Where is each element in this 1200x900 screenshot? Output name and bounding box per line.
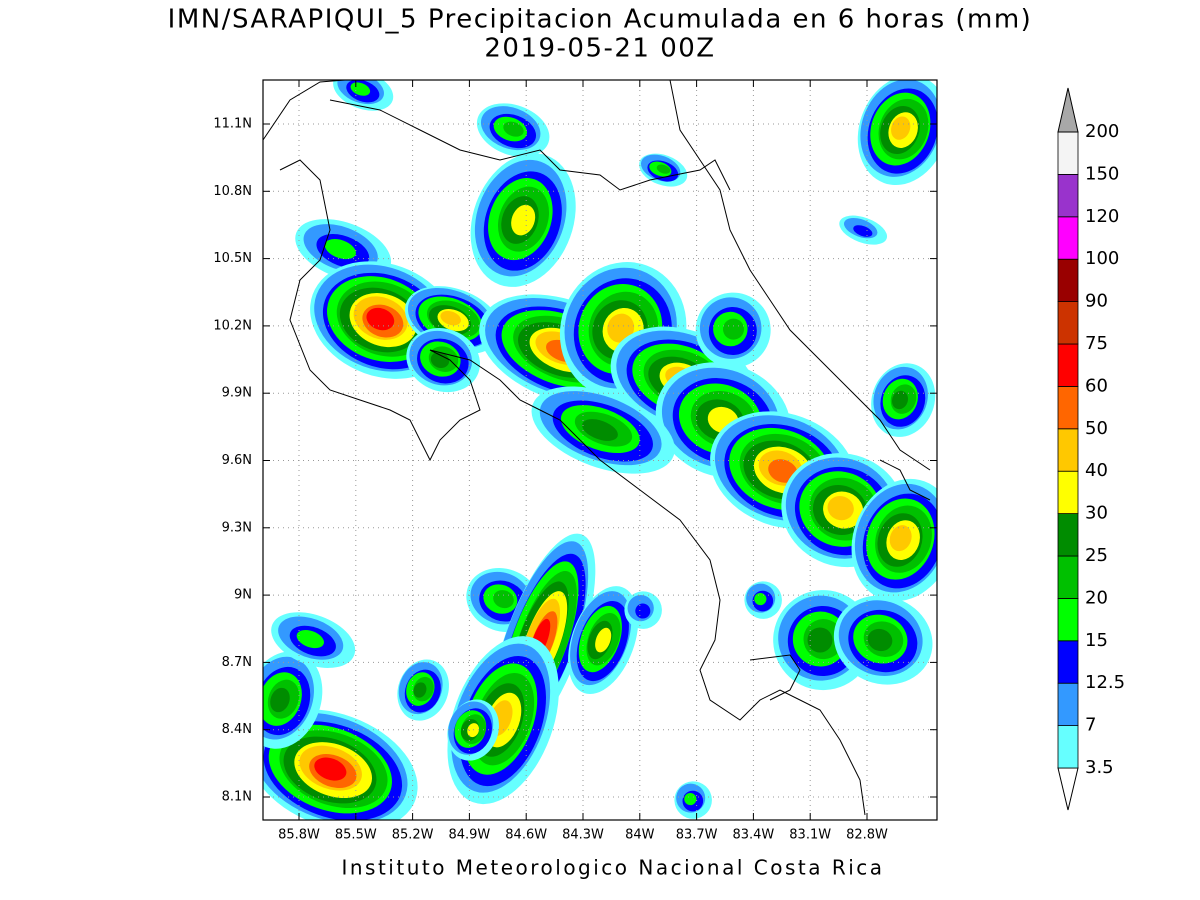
lon-label: 82.8W xyxy=(846,828,888,843)
colorbar-box xyxy=(1057,385,1079,430)
colorbar-box xyxy=(1057,428,1079,472)
precip-area xyxy=(595,627,612,653)
lat-label: 10.8N xyxy=(213,184,252,199)
lon-label: 85.5W xyxy=(335,828,377,843)
precip-area xyxy=(430,351,450,369)
lat-label: 9.6N xyxy=(222,453,252,468)
lon-label: 84.6W xyxy=(505,828,547,843)
lon-label: 85.2W xyxy=(392,828,434,843)
colorbar: 3.5 7 12.5 15 20 25 30 40 50 60 75 90 100 120 150 200 xyxy=(1057,87,1125,811)
colorbar-label: 40 xyxy=(1085,460,1108,481)
colorbar-box xyxy=(1057,598,1079,642)
colorbar-label: 3.5 xyxy=(1085,757,1114,778)
colorbar-box xyxy=(1057,682,1079,727)
precip-area xyxy=(827,496,854,521)
precip-area xyxy=(324,238,356,260)
precip-area xyxy=(891,390,909,410)
coastlines xyxy=(263,80,931,816)
precip-area xyxy=(366,307,395,331)
precipitation-field xyxy=(263,80,937,820)
precip-area xyxy=(853,225,873,237)
precip-area xyxy=(684,792,697,806)
precip-area xyxy=(807,627,833,653)
title: IMN/SARAPIQUI_5 Precipitacion Acumulada … xyxy=(168,5,1033,35)
colorbar-box xyxy=(1057,301,1079,345)
precip-area xyxy=(754,592,767,606)
lon-label: 83.7W xyxy=(676,828,718,843)
colorbar-box xyxy=(1057,173,1079,218)
colorbar-triangle xyxy=(1057,87,1079,133)
colorbar-box xyxy=(1057,258,1079,303)
lat-label: 9.9N xyxy=(222,386,252,401)
colorbar-box xyxy=(1057,555,1079,599)
precip-area xyxy=(867,628,893,652)
lat-label: 11.1N xyxy=(213,117,252,132)
colorbar-label: 75 xyxy=(1085,333,1108,354)
precip-area xyxy=(768,459,798,483)
precip-area xyxy=(656,164,671,174)
lon-label: 84.3W xyxy=(562,828,604,843)
precip-area xyxy=(889,525,912,552)
map-frame xyxy=(262,79,938,821)
lon-label: 84W xyxy=(625,828,655,843)
colorbar-label: 30 xyxy=(1085,503,1108,524)
lat-label: 8.1N xyxy=(222,790,252,805)
colorbar-box xyxy=(1057,131,1079,175)
grid: 11.1N 10.8N 10.5N 10.2N 9.9N 9.6N 9.3N 9N 8.7N 8.… xyxy=(213,80,937,843)
precip-area xyxy=(635,603,651,619)
precip-area xyxy=(413,682,427,698)
precip-area xyxy=(296,630,324,649)
colorbar-label: 15 xyxy=(1085,630,1108,651)
colorbar-label: 150 xyxy=(1085,163,1119,184)
lat-label: 8.4N xyxy=(222,722,252,737)
colorbar-box xyxy=(1057,343,1079,387)
precip-area xyxy=(270,687,290,713)
precip-area xyxy=(723,318,745,340)
colorbar-label: 120 xyxy=(1085,206,1119,227)
precip-area xyxy=(440,310,461,326)
colorbar-label: 200 xyxy=(1085,121,1119,142)
colorbar-label: 25 xyxy=(1085,545,1108,566)
colorbar-box xyxy=(1057,725,1079,769)
precip-area xyxy=(511,204,536,236)
lon-label: 85.8W xyxy=(278,828,320,843)
colorbar-triangle xyxy=(1057,767,1079,811)
colorbar-box xyxy=(1057,513,1079,557)
lat-label: 8.7N xyxy=(222,655,252,670)
colorbar-label: 60 xyxy=(1085,375,1108,396)
colorbar-label: 12.5 xyxy=(1085,672,1125,693)
colorbar-box xyxy=(1057,470,1079,515)
lon-label: 84.9W xyxy=(448,828,490,843)
colorbar-label: 50 xyxy=(1085,418,1108,439)
footer: Instituto Meteorologico Nacional Costa R… xyxy=(341,856,884,880)
colorbar-label: 100 xyxy=(1085,248,1119,269)
lon-label: 83.1W xyxy=(789,828,831,843)
lon-label: 83.4W xyxy=(732,828,774,843)
lat-label: 9.3N xyxy=(222,520,252,535)
colorbar-label: 7 xyxy=(1085,715,1096,736)
precip-area xyxy=(891,116,911,140)
precip-area xyxy=(582,419,618,441)
colorbar-label: 90 xyxy=(1085,291,1108,312)
subtitle: 2019-05-21 00Z xyxy=(484,34,715,64)
lat-label: 10.2N xyxy=(213,318,252,333)
lat-label: 10.5N xyxy=(213,251,252,266)
lat-label: 9N xyxy=(234,588,252,603)
precip-area xyxy=(314,757,347,781)
colorbar-label: 20 xyxy=(1085,587,1108,608)
precip-area xyxy=(607,313,635,343)
colorbar-box xyxy=(1057,640,1079,684)
colorbar-box xyxy=(1057,216,1079,260)
precip-area xyxy=(503,121,524,137)
